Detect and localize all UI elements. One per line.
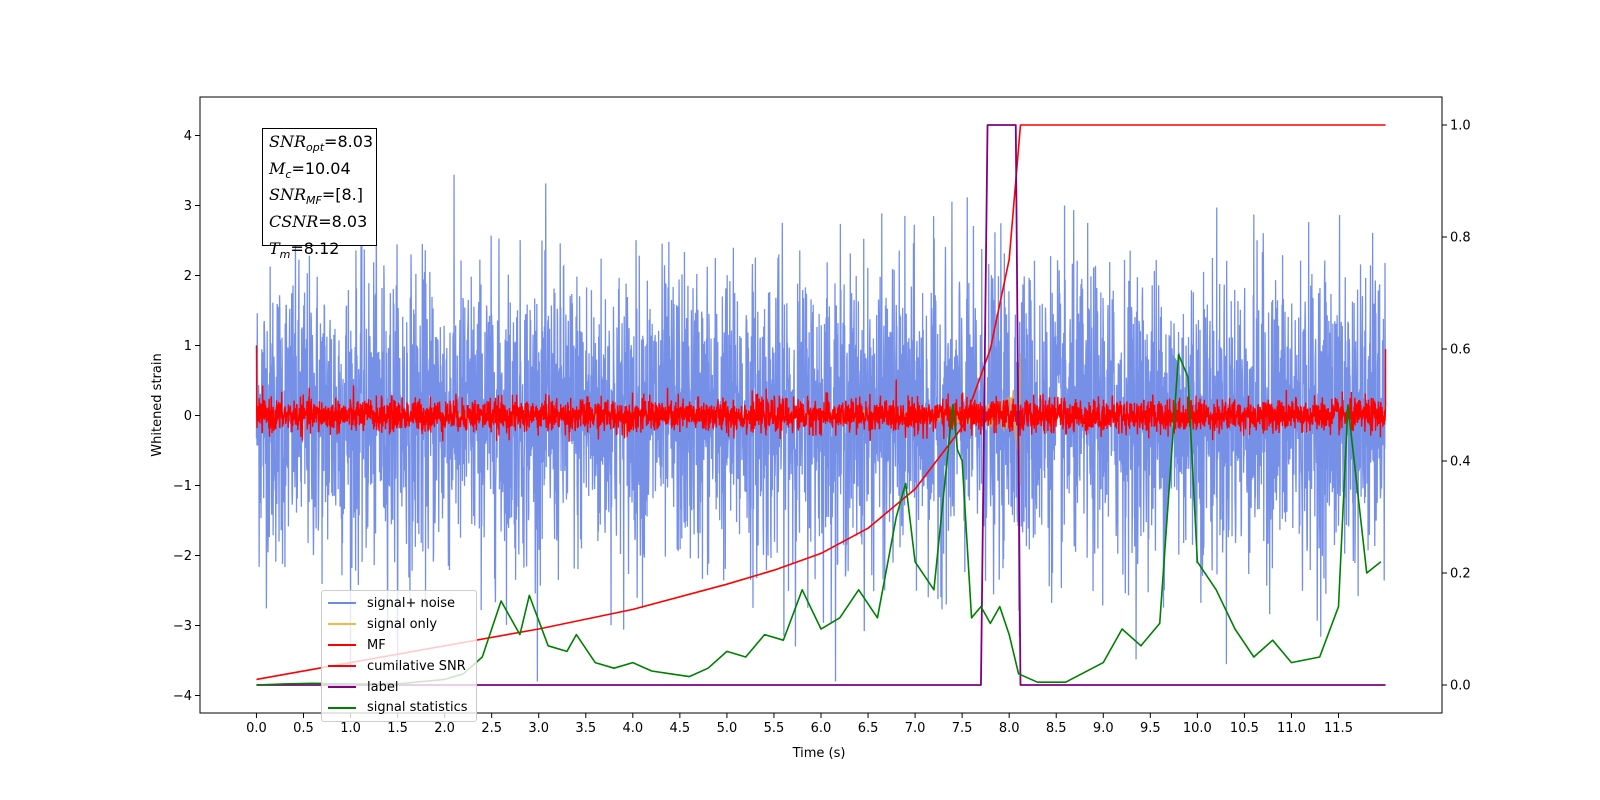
x-tick-label: 1.0 (340, 721, 361, 736)
x-tick-label: 7.0 (905, 721, 926, 736)
info-line-merger-time: Tm=8.12 (269, 238, 340, 261)
y-tick-label: 0 (184, 409, 192, 424)
legend-swatch (328, 644, 356, 647)
legend-swatch (328, 686, 356, 688)
x-tick-label: 2.5 (481, 721, 502, 736)
x-axis-label: Time (s) (792, 746, 846, 761)
legend-item-cumulative-snr: cumilative SNR (328, 656, 470, 677)
y-axis-label: Whitened strain (150, 353, 165, 456)
y2-tick-label: 0.4 (1450, 455, 1471, 470)
x-tick-label: 11.0 (1277, 721, 1306, 736)
legend: signal+ noise signal only MF cumilative … (321, 590, 477, 722)
y-tick-label: 4 (184, 129, 192, 144)
legend-label: label (367, 679, 399, 695)
legend-swatch (328, 665, 356, 668)
legend-label: signal only (367, 616, 438, 632)
x-tick-label: 5.0 (717, 721, 738, 736)
signal-statistics-line (256, 353, 1382, 686)
x-tick-label: 6.5 (858, 721, 879, 736)
legend-swatch (328, 623, 356, 626)
y2-tick-label: 0.6 (1450, 343, 1471, 358)
x-tick-label: 3.5 (575, 721, 596, 736)
x-tick-label: 0.0 (246, 721, 267, 736)
x-tick-label: 2.0 (434, 721, 455, 736)
y-tick-label: −2 (173, 549, 192, 564)
x-tick-label: 9.5 (1140, 721, 1161, 736)
legend-swatch (328, 706, 356, 709)
mf-line (255, 345, 1387, 442)
legend-item-label: label (328, 677, 470, 698)
legend-label: signal statistics (367, 700, 468, 716)
legend-swatch (328, 602, 356, 605)
y-tick-label: −3 (173, 619, 192, 634)
y2-tick-label: 0.8 (1450, 231, 1471, 246)
info-line-csnr: CSNR=8.03 (269, 212, 368, 232)
y-tick-label: 3 (184, 199, 192, 214)
y-tick-label: −1 (173, 479, 192, 494)
info-line-snr-opt: SNRopt=8.03 (269, 132, 374, 155)
info-line-chirp-mass: Mc=10.04 (269, 158, 351, 181)
x-tick-label: 8.0 (999, 721, 1020, 736)
x-tick-label: 5.5 (764, 721, 785, 736)
x-tick-label: 10.0 (1183, 721, 1212, 736)
y2-tick-label: 0.2 (1450, 567, 1471, 582)
y2-tick-label: 0.0 (1450, 679, 1471, 694)
x-tick-label: 4.0 (622, 721, 643, 736)
x-tick-label: 6.0 (811, 721, 832, 736)
legend-label: signal+ noise (367, 595, 456, 611)
x-tick-label: 7.5 (952, 721, 973, 736)
legend-label: cumilative SNR (367, 658, 466, 674)
info-annotation-box: SNRopt=8.03 Mc=10.04 SNRMF=[8.] CSNR=8.0… (262, 128, 377, 261)
y2-tick-label: 1.0 (1450, 119, 1471, 134)
x-tick-label: 8.5 (1046, 721, 1067, 736)
y-tick-label: −4 (173, 689, 192, 704)
x-tick-label: 1.5 (387, 721, 408, 736)
legend-item-signal-statistics: signal statistics (328, 697, 470, 718)
x-tick-label: 4.5 (670, 721, 691, 736)
legend-item-signal-only: signal only (328, 614, 470, 635)
y-tick-label: 1 (184, 339, 192, 354)
x-tick-label: 10.5 (1230, 721, 1259, 736)
info-line-snr-mf: SNRMF=[8.] (269, 185, 363, 208)
x-tick-label: 9.0 (1093, 721, 1114, 736)
label-line (256, 124, 1386, 686)
legend-item-signal-noise: signal+ noise (328, 593, 470, 614)
x-tick-label: 11.5 (1324, 721, 1353, 736)
x-tick-label: 0.5 (293, 721, 314, 736)
legend-item-mf: MF (328, 635, 470, 656)
y-tick-label: 2 (184, 269, 192, 284)
x-tick-label: 3.0 (528, 721, 549, 736)
legend-label: MF (367, 637, 386, 653)
